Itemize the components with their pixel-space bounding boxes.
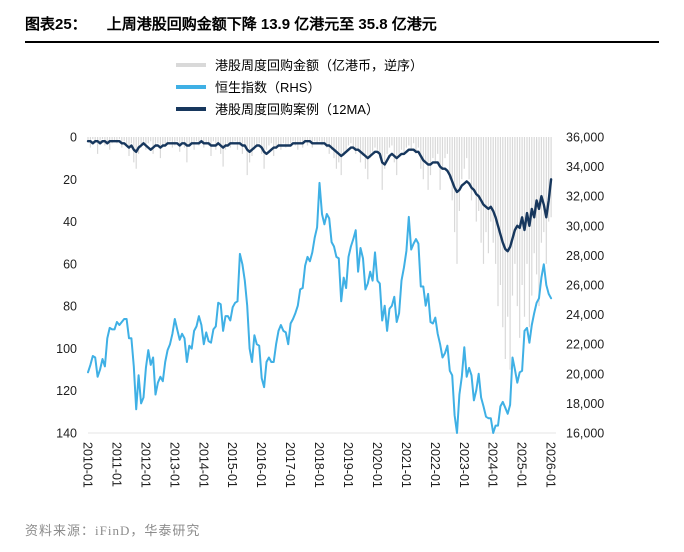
svg-text:2013-01: 2013-01 — [167, 442, 181, 488]
svg-text:2023-01: 2023-01 — [457, 442, 471, 488]
svg-text:2024-01: 2024-01 — [486, 442, 500, 488]
svg-text:34,000: 34,000 — [566, 160, 604, 174]
svg-text:30,000: 30,000 — [566, 219, 604, 233]
chart-area: 0 20 40 60 80 100 120 140 16,000 18,000 20,000 22,0… — [0, 121, 684, 504]
svg-text:26,000: 26,000 — [566, 279, 604, 293]
svg-text:2015-01: 2015-01 — [225, 442, 239, 488]
chart-number-label: 图表25： — [25, 16, 87, 33]
svg-text:22,000: 22,000 — [566, 338, 604, 352]
legend-swatch-hang-seng-icon — [176, 84, 206, 89]
source-note: 资料来源：iFinD，华泰研究 — [25, 520, 200, 539]
svg-text:2021-01: 2021-01 — [399, 442, 413, 488]
legend-item-hang-seng-index: 恒生指数（RHS） — [176, 78, 684, 95]
svg-text:2017-01: 2017-01 — [283, 442, 297, 488]
svg-text:60: 60 — [63, 257, 77, 271]
svg-text:2022-01: 2022-01 — [428, 442, 442, 488]
svg-text:2020-01: 2020-01 — [370, 442, 384, 488]
source-value: iFinD，华泰研究 — [95, 523, 201, 538]
legend-swatch-buyback-cases-icon — [176, 106, 206, 111]
legend-item-buyback-cases: 港股周度回购案例（12MA） — [176, 100, 684, 117]
legend-label-buyback-cases: 港股周度回购案例（12MA） — [215, 102, 379, 117]
svg-text:2011-01: 2011-01 — [109, 442, 123, 487]
title-divider — [25, 41, 659, 43]
svg-text:2014-01: 2014-01 — [196, 442, 210, 488]
svg-text:18,000: 18,000 — [566, 397, 604, 411]
svg-text:80: 80 — [63, 300, 77, 314]
svg-text:140: 140 — [56, 427, 77, 441]
svg-text:2026-01: 2026-01 — [544, 442, 558, 488]
svg-text:2016-01: 2016-01 — [254, 442, 268, 488]
svg-text:32,000: 32,000 — [566, 190, 604, 204]
svg-text:120: 120 — [56, 384, 77, 398]
svg-text:40: 40 — [63, 215, 77, 229]
svg-text:2010-01: 2010-01 — [81, 442, 95, 488]
source-label: 资料来源： — [25, 523, 96, 538]
svg-text:28,000: 28,000 — [566, 249, 604, 263]
svg-text:2018-01: 2018-01 — [312, 442, 326, 488]
svg-text:100: 100 — [56, 342, 77, 356]
svg-text:20: 20 — [63, 173, 77, 187]
legend-label-buyback-amount: 港股周度回购金额（亿港币，逆序） — [215, 58, 424, 73]
svg-text:0: 0 — [70, 131, 77, 145]
legend-label-hang-seng: 恒生指数（RHS） — [215, 80, 321, 95]
svg-text:2012-01: 2012-01 — [138, 442, 152, 488]
svg-text:36,000: 36,000 — [566, 131, 604, 145]
svg-text:2019-01: 2019-01 — [341, 442, 355, 488]
svg-text:16,000: 16,000 — [566, 427, 604, 441]
svg-text:2025-01: 2025-01 — [515, 442, 529, 488]
svg-text:24,000: 24,000 — [566, 308, 604, 322]
svg-text:20,000: 20,000 — [566, 367, 604, 381]
chart-title-text: 上周港股回购金额下降 13.9 亿港元至 35.8 亿港元 — [106, 16, 437, 33]
legend-swatch-buyback-amount-icon — [176, 62, 206, 67]
chart-legend: 港股周度回购金额（亿港币，逆序） 恒生指数（RHS） 港股周度回购案例（12MA… — [176, 56, 684, 117]
chart-title: 图表25： 上周港股回购金额下降 13.9 亿港元至 35.8 亿港元 — [0, 0, 684, 41]
legend-item-buyback-amount: 港股周度回购金额（亿港币，逆序） — [176, 56, 684, 73]
chart-canvas: 0 20 40 60 80 100 120 140 16,000 18,000 20,000 22,0… — [56, 131, 604, 488]
